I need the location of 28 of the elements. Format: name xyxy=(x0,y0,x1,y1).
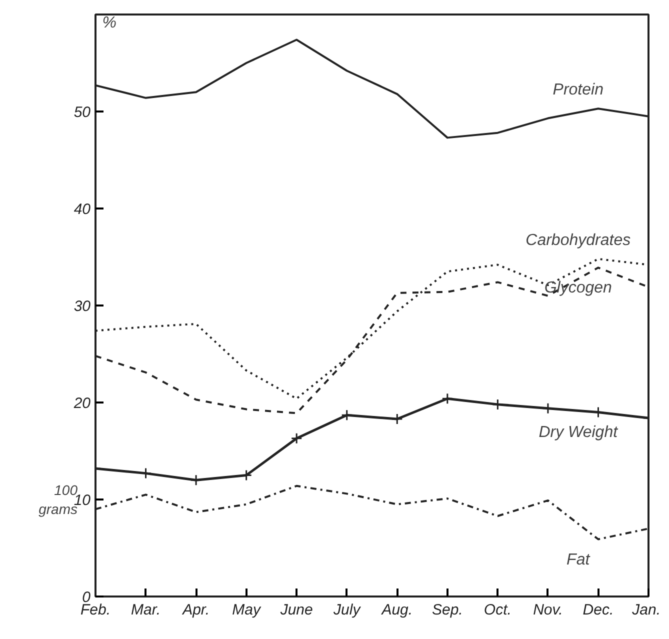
x-tick-label: Aug. xyxy=(380,602,413,618)
point xyxy=(442,392,454,404)
point xyxy=(190,474,202,486)
point xyxy=(290,432,302,444)
x-tick-label: Jan. xyxy=(631,602,661,618)
y-tick-label: 30 xyxy=(74,298,92,315)
x-tick-label: Dec. xyxy=(582,602,614,618)
x-tick-label: Sep. xyxy=(432,602,463,618)
y-tick-label: 20 xyxy=(72,395,92,412)
series-label: Dry Weight xyxy=(538,424,618,442)
x-tick-label: Apr. xyxy=(182,602,210,618)
x-tick-label: Nov. xyxy=(533,602,563,618)
series-label: Glycogen xyxy=(544,280,612,297)
point xyxy=(341,409,353,421)
x-tick-label: June xyxy=(279,602,313,618)
x-tick-label: May xyxy=(232,602,262,618)
x-tick-label: July xyxy=(332,602,362,618)
x-tick-label: Oct. xyxy=(484,602,512,618)
y-tick-label: 50 xyxy=(74,104,92,121)
y-axis-title: % xyxy=(102,14,117,32)
x-tick-label: Mar. xyxy=(131,602,161,618)
point xyxy=(391,413,403,425)
y-tick-label: 40 xyxy=(74,201,92,218)
series-label: Protein xyxy=(552,82,604,99)
x-tick-label: Feb. xyxy=(80,602,111,618)
series-label: Fat xyxy=(566,551,590,568)
point xyxy=(492,398,504,410)
series-label: Carbohydrates xyxy=(526,232,631,249)
